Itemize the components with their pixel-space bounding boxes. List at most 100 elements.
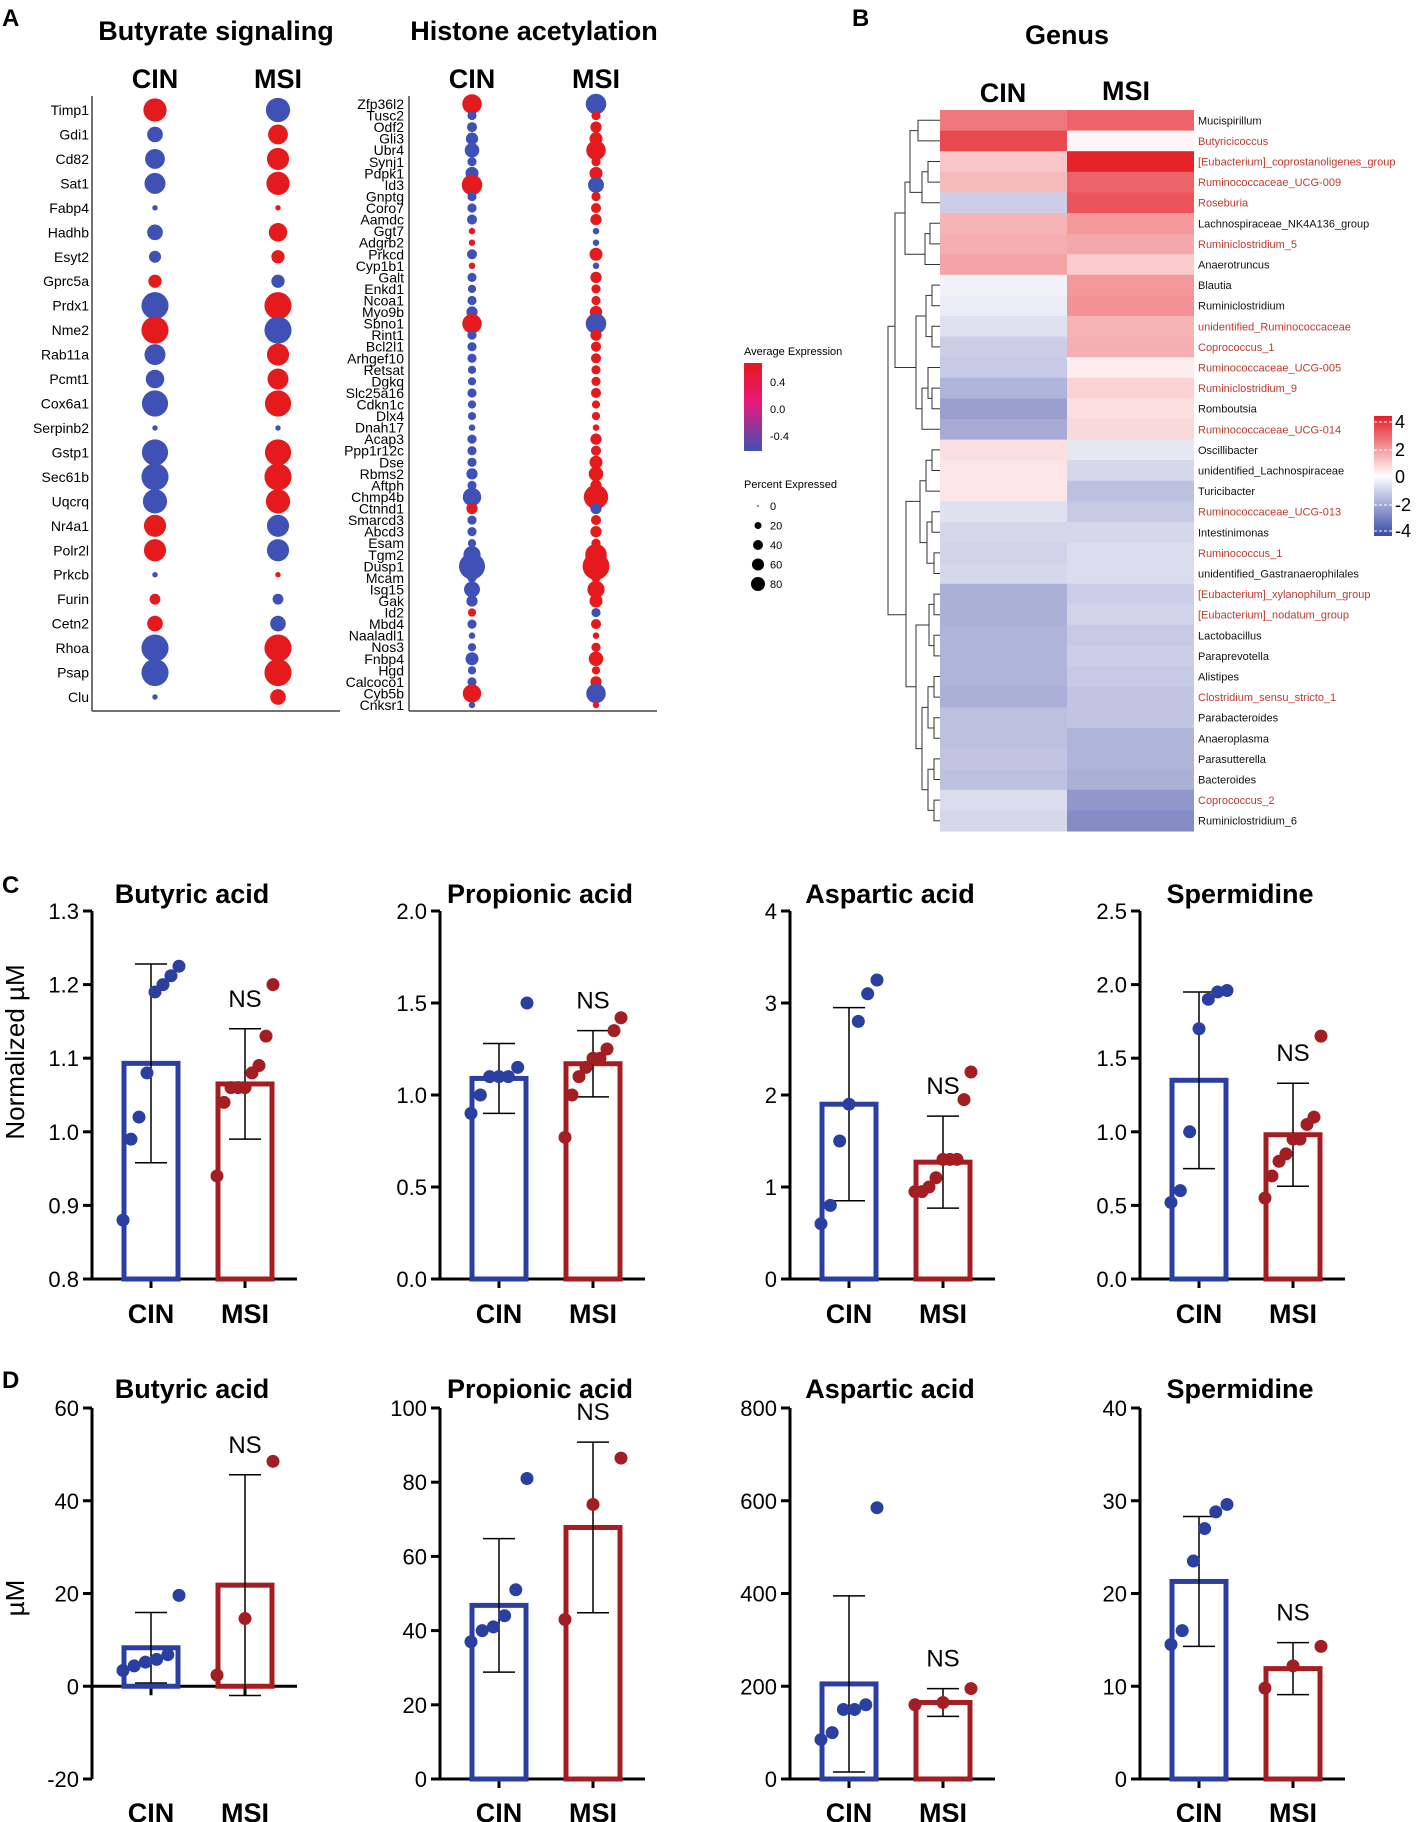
heatmap-cell-msi xyxy=(1067,460,1194,482)
gene-label: Rab11a xyxy=(41,347,89,363)
gene-label: Prkcd xyxy=(368,246,404,262)
heatmap-cell-cin xyxy=(940,563,1067,585)
heatmap-cell-msi xyxy=(1067,274,1194,296)
data-point-msi xyxy=(1314,1029,1328,1043)
dot-msi xyxy=(592,262,600,270)
y-tick-label: 0 xyxy=(415,1767,427,1792)
dot-cin xyxy=(461,174,483,196)
panel-b: B Genus CIN MSI Mucispirillum Butyricicoccus [… xyxy=(852,5,1411,832)
dendrogram-branch xyxy=(921,706,928,791)
dot-cin xyxy=(467,411,477,421)
dot-msi xyxy=(267,368,289,390)
y-tick-label: 1.3 xyxy=(48,899,79,924)
data-point-cin xyxy=(1186,1554,1200,1568)
heatmap-cell-msi xyxy=(1067,769,1194,791)
dot-cin xyxy=(467,666,477,675)
x-category-label: MSI xyxy=(1269,1299,1317,1329)
genus-label: Roseburia xyxy=(1198,198,1249,210)
genus-label: Oscillibacter xyxy=(1198,445,1258,457)
dendrogram-branch xyxy=(919,480,927,544)
data-point-cin xyxy=(1183,1125,1197,1139)
gene-label: Id2 xyxy=(385,605,405,621)
data-point-cin xyxy=(138,1655,152,1669)
bar-chart-title: Aspartic acid xyxy=(805,879,975,909)
dendrogram-branch xyxy=(933,676,940,698)
dot-msi xyxy=(264,463,292,491)
dendrogram-branch xyxy=(929,222,940,245)
data-point-msi xyxy=(259,1029,273,1043)
dot-msi xyxy=(592,239,600,246)
heatmap-cell-msi xyxy=(1067,480,1194,502)
data-point-cin xyxy=(814,1733,828,1747)
data-point-msi xyxy=(614,1451,628,1465)
data-point-msi xyxy=(1314,1639,1328,1653)
heatmap-cell-cin xyxy=(940,686,1067,708)
dot-msi xyxy=(588,176,604,193)
y-tick-label: 800 xyxy=(740,1396,777,1421)
data-point-msi xyxy=(964,1065,978,1079)
dot-cin xyxy=(149,593,161,605)
dotplot-title-0: Butyrate signaling xyxy=(98,16,334,46)
dot-cin xyxy=(467,388,477,398)
dendrogram-branch xyxy=(931,449,940,471)
data-point-cin xyxy=(140,1066,154,1080)
heatmap-cell-cin xyxy=(940,707,1067,729)
gene-label: Hadhb xyxy=(48,224,89,240)
dotplot-group-msi-1: MSI xyxy=(572,64,620,94)
x-category-label: CIN xyxy=(1176,1798,1223,1822)
data-point-msi xyxy=(572,1070,586,1084)
dotplot-group-cin-1: CIN xyxy=(449,64,496,94)
dot-msi xyxy=(266,514,290,537)
genus-label: Clostridium_sensu_stricto_1 xyxy=(1198,692,1336,704)
genus-label: [Eubacterium]_nodatum_group xyxy=(1198,610,1349,622)
y-tick-label: 0 xyxy=(765,1767,777,1792)
gene-label: Ctnnd1 xyxy=(359,501,404,517)
heatmap-cell-msi xyxy=(1067,213,1194,235)
y-tick-label: 40 xyxy=(1103,1396,1127,1421)
data-point-msi xyxy=(266,978,280,992)
data-point-msi xyxy=(936,1695,950,1709)
data-point-msi xyxy=(929,1171,943,1185)
panel-a: A Butyrate signaling CIN MSI Timp1 Gdi1 Cd82 Sa… xyxy=(2,5,842,713)
data-point-msi xyxy=(252,1059,266,1073)
gene-label: Acap3 xyxy=(364,431,404,447)
data-point-msi xyxy=(586,1497,600,1511)
genus-label: Coprococcus_1 xyxy=(1198,342,1274,354)
data-point-msi xyxy=(217,1095,231,1109)
heatmap-scale-bar xyxy=(1374,416,1392,536)
dot-msi xyxy=(270,689,286,705)
dot-msi xyxy=(583,484,609,510)
dot-cin xyxy=(141,658,169,687)
dendrogram-branch xyxy=(928,603,934,647)
genus-label: Lachnospiraceae_NK4A136_group xyxy=(1198,218,1369,230)
y-tick-label: 80 xyxy=(403,1470,427,1495)
bar-chart-title: Propionic acid xyxy=(447,879,633,909)
dot-cin xyxy=(468,239,476,246)
dendrogram-branch xyxy=(921,171,940,204)
gene-label: Ggt7 xyxy=(374,223,405,239)
gene-label: Rint1 xyxy=(371,327,404,343)
dot-msi xyxy=(587,580,605,599)
heatmap-cell-cin xyxy=(940,171,1067,193)
significance-label: NS xyxy=(576,988,609,1015)
dendrogram-branch xyxy=(925,459,940,492)
data-point-cin xyxy=(156,978,170,992)
dot-msi xyxy=(591,642,601,652)
legend-color-tick: 0.4 xyxy=(770,377,785,389)
dendrogram-branch xyxy=(915,315,926,410)
dot-msi xyxy=(590,515,602,526)
gene-label: Serpinb2 xyxy=(33,420,89,436)
heatmap-cell-cin xyxy=(940,439,1067,461)
panel-label-d: D xyxy=(2,1367,19,1394)
y-tick-label: -20 xyxy=(47,1767,79,1792)
y-tick-label: 1.0 xyxy=(1096,1120,1127,1145)
data-point-msi xyxy=(593,1051,607,1065)
y-tick-label: 200 xyxy=(740,1674,777,1699)
genus-label: Parasutterella xyxy=(1198,754,1267,766)
heatmap-cell-cin xyxy=(940,233,1067,255)
heatmap-col-msi: MSI xyxy=(1102,76,1150,106)
gene-label: Synj1 xyxy=(369,154,404,170)
genus-label: Ruminococcaceae_UCG-014 xyxy=(1198,424,1341,436)
dot-msi xyxy=(264,390,292,417)
